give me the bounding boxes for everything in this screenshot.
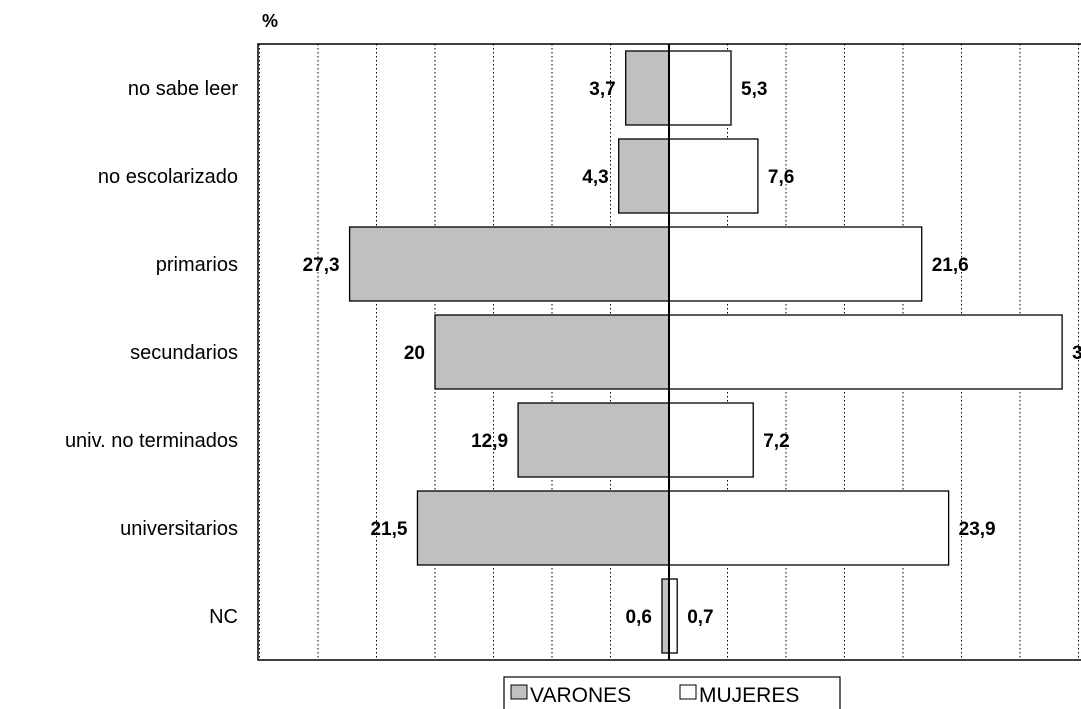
bar-mujeres (668, 402, 754, 478)
legend-swatch-varones (510, 684, 528, 700)
bars (348, 50, 1063, 654)
bar-mujeres (668, 578, 678, 654)
bar-varones (416, 490, 670, 566)
value-label-varones: 3,7 (589, 79, 615, 100)
bar-varones (618, 138, 670, 214)
category-label: secundarios (130, 342, 238, 364)
value-label-mujeres: 0,7 (687, 607, 713, 628)
value-label-mujeres: 21,6 (932, 255, 969, 276)
category-label: no escolarizado (98, 166, 238, 188)
value-label-varones: 4,3 (582, 167, 608, 188)
category-label: NC (209, 606, 238, 628)
bar-mujeres (668, 490, 950, 566)
value-label-mujeres: 33,6 (1072, 343, 1081, 364)
bar-varones (661, 578, 670, 654)
bar-mujeres (668, 50, 732, 126)
bar-mujeres (668, 314, 1063, 390)
bar-mujeres (668, 138, 759, 214)
value-label-mujeres: 5,3 (741, 79, 767, 100)
category-label: universitarios (120, 518, 238, 540)
bar-varones (517, 402, 670, 478)
category-label: no sabe leer (128, 78, 238, 100)
value-labels: 3,7 5,3 4,3 7,6 27,3 21,6 20 33,6 12,9 7,2 21,5 23,… (303, 79, 1081, 628)
legend-label-varones: VARONES (530, 684, 631, 707)
bar-varones (434, 314, 670, 390)
value-label-varones: 0,6 (626, 607, 652, 628)
legend: VARONES MUJERES (503, 676, 841, 709)
legend-box (503, 676, 841, 709)
category-label: univ. no terminados (65, 430, 238, 452)
plot-area-frame (257, 43, 1081, 661)
unit-label: % (262, 11, 278, 31)
bar-mujeres (668, 226, 923, 302)
legend-swatch-mujeres (679, 684, 697, 700)
bar-varones (625, 50, 670, 126)
value-label-mujeres: 7,2 (763, 431, 789, 452)
value-label-mujeres: 7,6 (768, 167, 794, 188)
bar-varones (348, 226, 670, 302)
category-labels: no sabe leer no escolarizado primarios secu… (65, 78, 238, 628)
value-label-varones: 20 (404, 343, 425, 364)
value-label-mujeres: 23,9 (959, 519, 996, 540)
value-label-varones: 27,3 (303, 255, 340, 276)
value-label-varones: 12,9 (471, 431, 508, 452)
legend-label-mujeres: MUJERES (699, 684, 799, 707)
category-label: primarios (156, 254, 238, 276)
value-label-varones: 21,5 (370, 519, 407, 540)
